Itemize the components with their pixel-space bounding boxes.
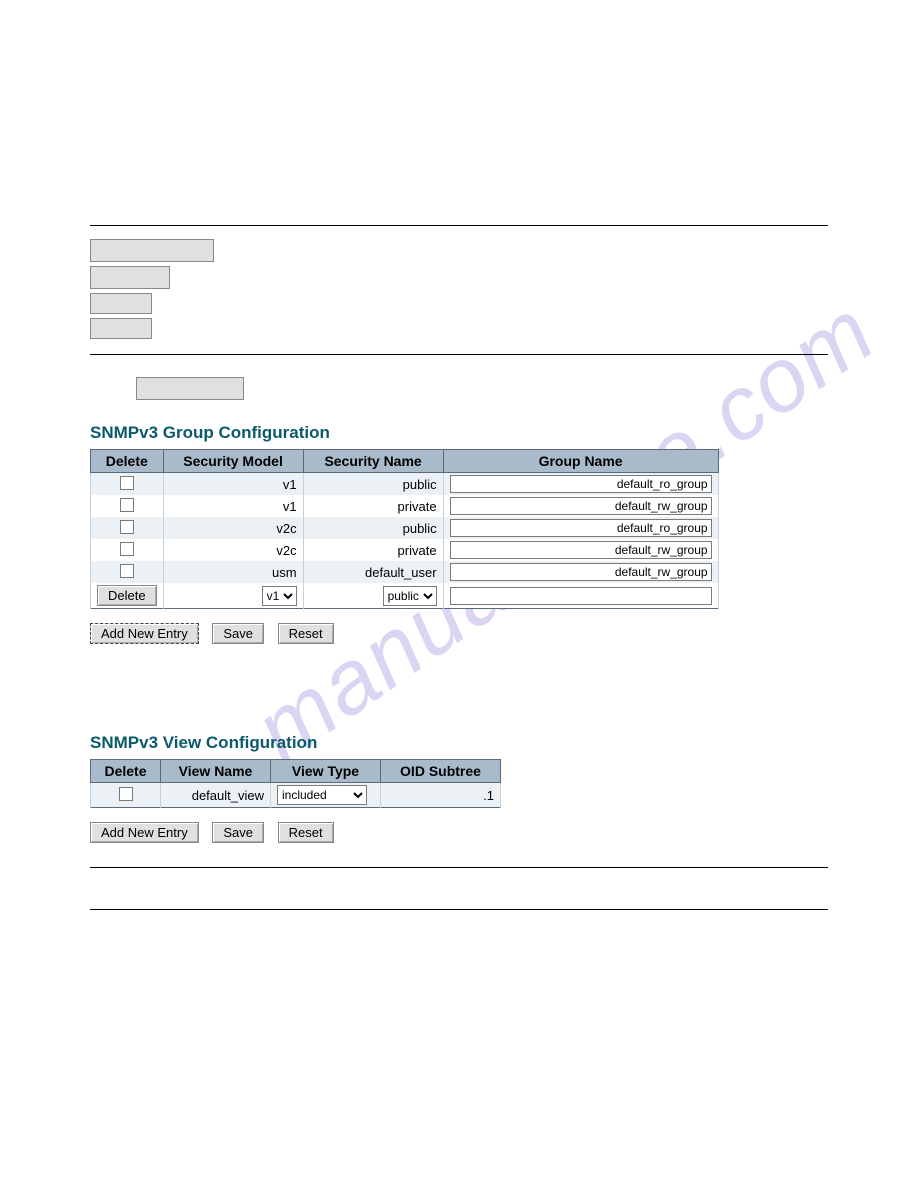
group-name-input[interactable] [450,563,712,581]
bottom-rule-2 [90,909,828,910]
group-name-input[interactable] [450,519,712,537]
table-row: v1private [91,495,719,517]
column-header: Group Name [443,450,718,473]
add-new-entry-button[interactable]: Add New Entry [90,623,199,644]
mid-rule [90,354,828,355]
group-config-buttons: Add New Entry Save Reset [90,623,828,644]
view-type-select[interactable]: included [277,785,367,805]
column-header: Security Name [303,450,443,473]
group-name-input[interactable] [450,497,712,515]
table-row: v2cprivate [91,539,719,561]
security-name-cell: private [303,539,443,561]
table-row: default_view included .1 [91,783,501,808]
security-name-cell: private [303,495,443,517]
security-model-cell: v2c [163,539,303,561]
delete-button[interactable]: Delete [97,585,157,606]
security-model-select[interactable]: v1 [262,586,297,606]
column-header: View Name [161,760,271,783]
placeholder-box [90,239,214,262]
security-model-cell: v1 [163,495,303,517]
security-name-cell: public [303,473,443,496]
placeholder-box [90,266,170,289]
page-content: SNMPv3 Group Configuration DeleteSecurit… [90,225,828,355]
delete-checkbox[interactable] [120,520,134,534]
group-name-input[interactable] [450,475,712,493]
group-name-input[interactable] [450,541,712,559]
security-name-cell: default_user [303,561,443,583]
column-header: OID Subtree [381,760,501,783]
view-config-section: SNMPv3 View Configuration DeleteView Nam… [90,725,828,843]
group-config-table: DeleteSecurity ModelSecurity NameGroup N… [90,449,719,609]
add-new-entry-button[interactable]: Add New Entry [90,822,199,843]
placeholder-box [90,293,152,314]
security-name-cell: public [303,517,443,539]
delete-checkbox[interactable] [120,564,134,578]
table-row: usmdefault_user [91,561,719,583]
group-config-title: SNMPv3 Group Configuration [90,423,828,443]
save-button[interactable]: Save [212,623,264,644]
placeholder-box [90,318,152,339]
group-name-input[interactable] [450,587,712,605]
column-header: Delete [91,760,161,783]
column-header: View Type [271,760,381,783]
save-button[interactable]: Save [212,822,264,843]
table-row-new: Delete v1 public [91,583,719,609]
placeholder-box-mid [136,377,244,400]
view-config-buttons: Add New Entry Save Reset [90,822,828,843]
security-name-select[interactable]: public [383,586,437,606]
group-config-section: SNMPv3 Group Configuration DeleteSecurit… [90,415,828,644]
table-row: v1public [91,473,719,496]
bottom-rule-1 [90,867,828,868]
security-model-cell: v2c [163,517,303,539]
view-config-table: DeleteView NameView TypeOID Subtreedefau… [90,759,501,808]
delete-checkbox[interactable] [119,787,133,801]
delete-checkbox[interactable] [120,498,134,512]
column-header: Security Model [163,450,303,473]
column-header: Delete [91,450,164,473]
table-row: v2cpublic [91,517,719,539]
view-name-cell: default_view [161,783,271,808]
view-config-title: SNMPv3 View Configuration [90,733,828,753]
oid-subtree-cell: .1 [381,783,501,808]
placeholder-box-stack [90,239,214,343]
reset-button[interactable]: Reset [278,623,334,644]
reset-button[interactable]: Reset [278,822,334,843]
security-model-cell: v1 [163,473,303,496]
delete-checkbox[interactable] [120,476,134,490]
security-model-cell: usm [163,561,303,583]
delete-checkbox[interactable] [120,542,134,556]
